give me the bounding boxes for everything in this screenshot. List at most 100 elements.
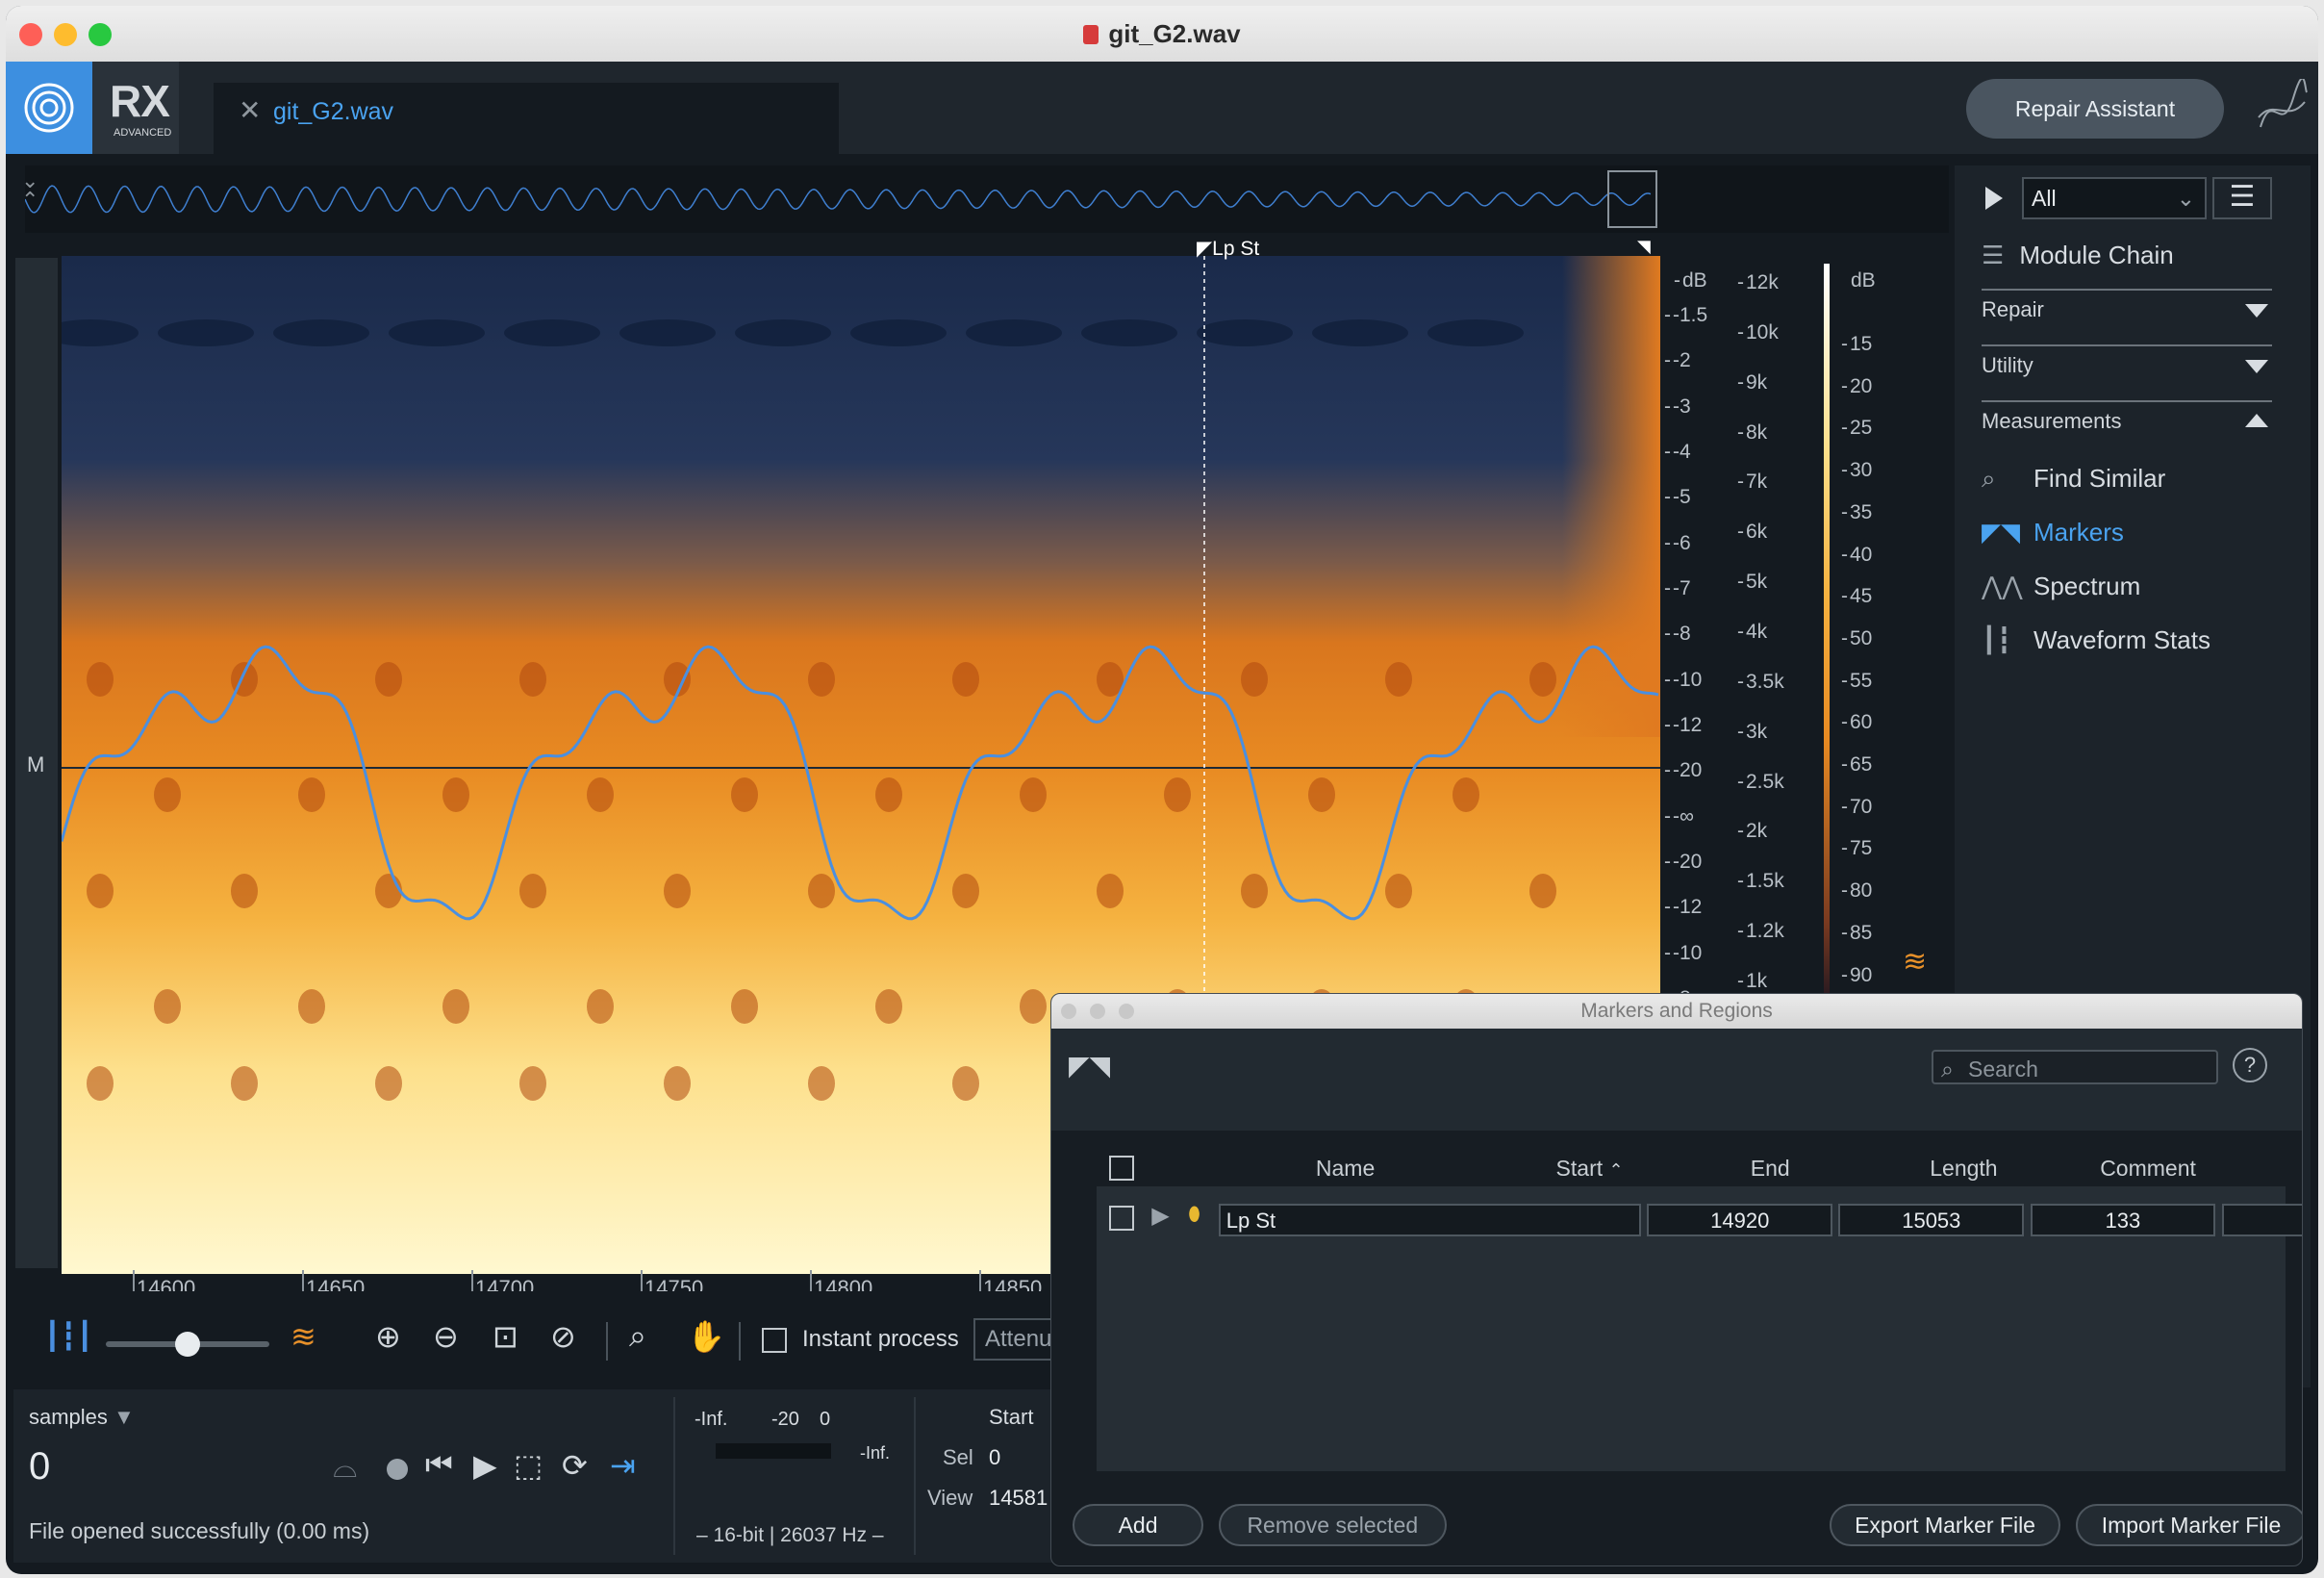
close-tab-icon[interactable]: ✕ [239, 95, 262, 125]
column-header-length[interactable]: Length [1930, 1156, 1998, 1181]
view-start-value[interactable]: 14581 [989, 1486, 1048, 1510]
time-position: 0 [29, 1445, 51, 1488]
rx-logo-text: RX [110, 76, 170, 126]
export-marker-file-button[interactable]: Export Marker File [1829, 1504, 2061, 1546]
section-utility[interactable]: Utility [1982, 344, 2272, 387]
module-label: Markers [2034, 518, 2124, 547]
file-tab[interactable]: ✕ git_G2.wav [214, 83, 839, 154]
opacity-slider-handle[interactable] [175, 1332, 200, 1357]
transport-bar: samples ▼ 0 File opened successfully (0.… [13, 1389, 1052, 1563]
help-icon[interactable]: ? [2233, 1048, 2267, 1082]
zoom-window-button[interactable] [88, 23, 112, 46]
skip-back-icon[interactable]: ⏮ [425, 1447, 453, 1482]
import-marker-file-button[interactable]: Import Marker File [2075, 1504, 2302, 1546]
amp-unit: dB [1674, 269, 1707, 293]
channel-strip[interactable] [15, 258, 58, 1268]
module-markers[interactable]: ◤◥ Markers [1982, 518, 2124, 547]
module-spectrum[interactable]: ⋀⋀ Spectrum [1982, 572, 2140, 601]
record-icon[interactable] [387, 1459, 408, 1480]
magnify-icon[interactable]: ⌕ [629, 1318, 646, 1353]
module-waveform-stats[interactable]: ┃┇ Waveform Stats [1982, 625, 2210, 655]
markers-dialog: Markers and Regions ◤◥ ⌕ Search ? Name St… [1050, 993, 2303, 1566]
amp-tick: -8 [1664, 623, 1691, 646]
title-bar: git_G2.wav [6, 6, 2318, 63]
column-header-comment[interactable]: Comment [2100, 1156, 2196, 1181]
search-icon: ⌕ [1941, 1056, 1954, 1082]
amplitude-axis: dB -1.5 -2 -3 -4 -5 -6 -7 -8 -10 -12 -20 -∞ -20 -12 -1… [1664, 256, 1751, 1009]
section-repair[interactable]: Repair [1982, 289, 2272, 331]
window-title-text: git_G2.wav [1108, 19, 1241, 48]
dialog-close-button[interactable] [1061, 1004, 1076, 1019]
tab-label: git_G2.wav [273, 98, 394, 125]
dialog-zoom-button[interactable] [1119, 1004, 1134, 1019]
time-units-select[interactable]: samples ▼ [29, 1405, 135, 1430]
signal-flow-icon[interactable] [2253, 77, 2311, 139]
sel-start-value[interactable]: 0 [989, 1445, 1001, 1469]
marker-comment-field[interactable] [2221, 1204, 2302, 1236]
marker-flag[interactable]: ◤Lp St [1197, 238, 1260, 260]
marker-name-field[interactable]: Lp St [1218, 1204, 1642, 1236]
izotope-logo[interactable] [6, 62, 92, 154]
column-header-start[interactable]: Start ⌃ [1556, 1156, 1624, 1182]
repair-assistant-button[interactable]: Repair Assistant [1966, 79, 2224, 139]
spectrum-icon: ⋀⋀ [1982, 572, 2023, 600]
freq-tick: 1k [1737, 970, 1767, 993]
amp-tick: -20 [1664, 851, 1702, 874]
view-label: View [927, 1486, 973, 1510]
marker-end-field[interactable]: 15053 [1838, 1204, 2025, 1236]
collapse-overview-icon[interactable]: ⌄ ⌃ [21, 168, 39, 212]
loop-icon[interactable]: ⟳ [562, 1448, 588, 1483]
module-find-similar[interactable]: ⌕ Find Similar [1982, 464, 2165, 495]
play-selection-icon[interactable]: ⬚ [514, 1448, 543, 1483]
minimize-window-button[interactable] [54, 23, 77, 46]
section-measurements[interactable]: Measurements [1982, 400, 2272, 443]
hand-pan-icon[interactable]: ✋ [687, 1319, 725, 1354]
format-info-text: 16-bit | 26037 Hz [713, 1524, 868, 1546]
dialog-title-bar[interactable]: Markers and Regions [1051, 994, 2302, 1029]
spectrogram-view[interactable] [62, 256, 1660, 1274]
menu-icon[interactable]: ☰ [2212, 177, 2272, 219]
overview-waveform[interactable] [24, 165, 1949, 233]
module-label: Waveform Stats [2034, 625, 2210, 654]
spectrogram-settings-icon[interactable]: ≋ [1903, 946, 1928, 978]
rx-logo-sub: ADVANCED [114, 127, 172, 139]
window-title: git_G2.wav [6, 19, 2318, 49]
db-tick: 50 [1841, 627, 1872, 650]
zoom-in-icon[interactable]: ⊕ [375, 1319, 401, 1354]
zoom-selection-icon[interactable]: ⊡ [493, 1319, 518, 1354]
module-filter-select[interactable]: All ⌄ [2022, 177, 2207, 219]
select-all-checkbox[interactable] [1109, 1156, 1135, 1181]
dialog-minimize-button[interactable] [1090, 1004, 1105, 1019]
column-header-name[interactable]: Name [1315, 1156, 1376, 1181]
status-text: File opened successfully (0.00 ms) [29, 1518, 370, 1543]
expand-icon [2245, 360, 2268, 373]
play-marker-icon[interactable]: ▶ [1151, 1203, 1170, 1229]
add-marker-icon[interactable]: ◤◥ [1069, 1051, 1111, 1081]
marker-search-input[interactable]: ⌕ Search [1932, 1050, 2218, 1084]
module-chain-item[interactable]: ☰ Module Chain [1982, 241, 2174, 270]
close-window-button[interactable] [19, 23, 42, 46]
waveform-stats-icon: ┃┇ [1982, 625, 2012, 654]
marker-length-field[interactable]: 133 [2030, 1204, 2216, 1236]
row-select-checkbox[interactable] [1109, 1206, 1135, 1231]
remove-selected-button[interactable]: Remove selected [1218, 1504, 1447, 1546]
db-tick: 35 [1841, 501, 1872, 524]
column-header-end[interactable]: End [1750, 1156, 1790, 1181]
add-marker-button[interactable]: Add [1073, 1504, 1203, 1546]
waveform-view-icon[interactable]: ┃┇┃ [44, 1321, 93, 1351]
instant-process-mode-select[interactable]: Attenu [973, 1318, 1054, 1361]
instant-process-checkbox[interactable] [762, 1328, 787, 1353]
headphones-icon[interactable]: ⌓ [333, 1449, 358, 1484]
region-end-flag[interactable]: ◥ [1637, 237, 1651, 256]
colour-scale-bar [1824, 264, 1830, 995]
play-icon[interactable]: ▶ [473, 1448, 497, 1483]
play-filter-icon[interactable] [1985, 187, 2003, 210]
spectrogram-view-icon[interactable]: ≋ [290, 1319, 316, 1354]
zoom-out-icon[interactable]: ⊖ [433, 1319, 459, 1354]
db-tick: 40 [1841, 544, 1872, 567]
freq-tick: 9k [1737, 371, 1767, 394]
marker-start-field[interactable]: 14920 [1647, 1204, 1833, 1236]
follow-playback-icon[interactable]: ⇥ [610, 1448, 636, 1483]
zoom-fit-icon[interactable]: ⊘ [550, 1319, 576, 1354]
db-tick: 45 [1841, 585, 1872, 608]
